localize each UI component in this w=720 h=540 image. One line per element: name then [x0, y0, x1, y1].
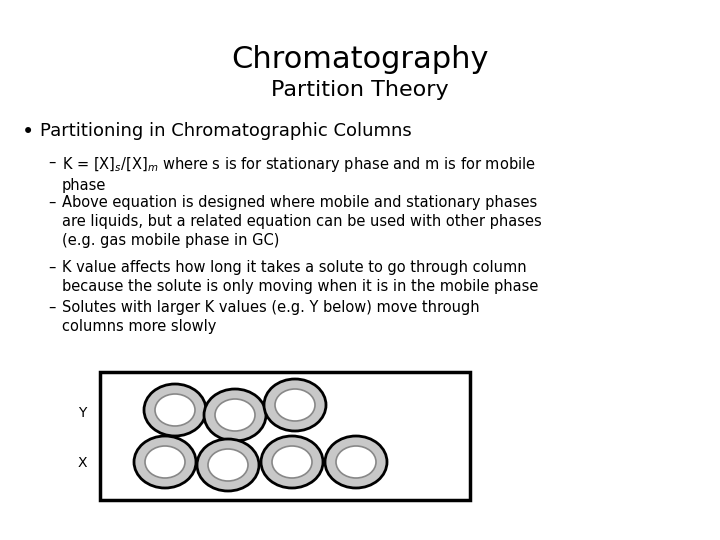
Ellipse shape	[144, 384, 206, 436]
Text: –: –	[48, 300, 55, 315]
Text: –: –	[48, 260, 55, 275]
Ellipse shape	[197, 439, 259, 491]
Ellipse shape	[134, 436, 196, 488]
Text: Above equation is designed where mobile and stationary phases
are liquids, but a: Above equation is designed where mobile …	[62, 195, 541, 248]
Text: Y: Y	[78, 406, 86, 420]
Ellipse shape	[261, 436, 323, 488]
Ellipse shape	[145, 446, 185, 478]
Ellipse shape	[204, 389, 266, 441]
Text: –: –	[48, 195, 55, 210]
Ellipse shape	[264, 379, 326, 431]
Text: Partition Theory: Partition Theory	[271, 80, 449, 100]
Ellipse shape	[325, 436, 387, 488]
Ellipse shape	[208, 449, 248, 481]
Ellipse shape	[272, 446, 312, 478]
Ellipse shape	[215, 399, 255, 431]
Text: –: –	[48, 155, 55, 170]
Bar	[100, 372, 470, 500]
Text: K = [X]$_s$/[X]$_m$ where s is for stationary phase and m is for mobile
phase: K = [X]$_s$/[X]$_m$ where s is for stati…	[62, 155, 536, 193]
Text: Chromatography: Chromatography	[231, 45, 489, 74]
Ellipse shape	[155, 394, 195, 426]
Text: Solutes with larger K values (e.g. Y below) move through
columns more slowly: Solutes with larger K values (e.g. Y bel…	[62, 300, 480, 334]
Text: •: •	[22, 122, 35, 142]
Text: K value affects how long it takes a solute to go through column
because the solu: K value affects how long it takes a solu…	[62, 260, 539, 294]
Ellipse shape	[275, 389, 315, 421]
Text: Partitioning in Chromatographic Columns: Partitioning in Chromatographic Columns	[40, 122, 412, 140]
Ellipse shape	[336, 446, 376, 478]
Text: X: X	[77, 456, 86, 470]
